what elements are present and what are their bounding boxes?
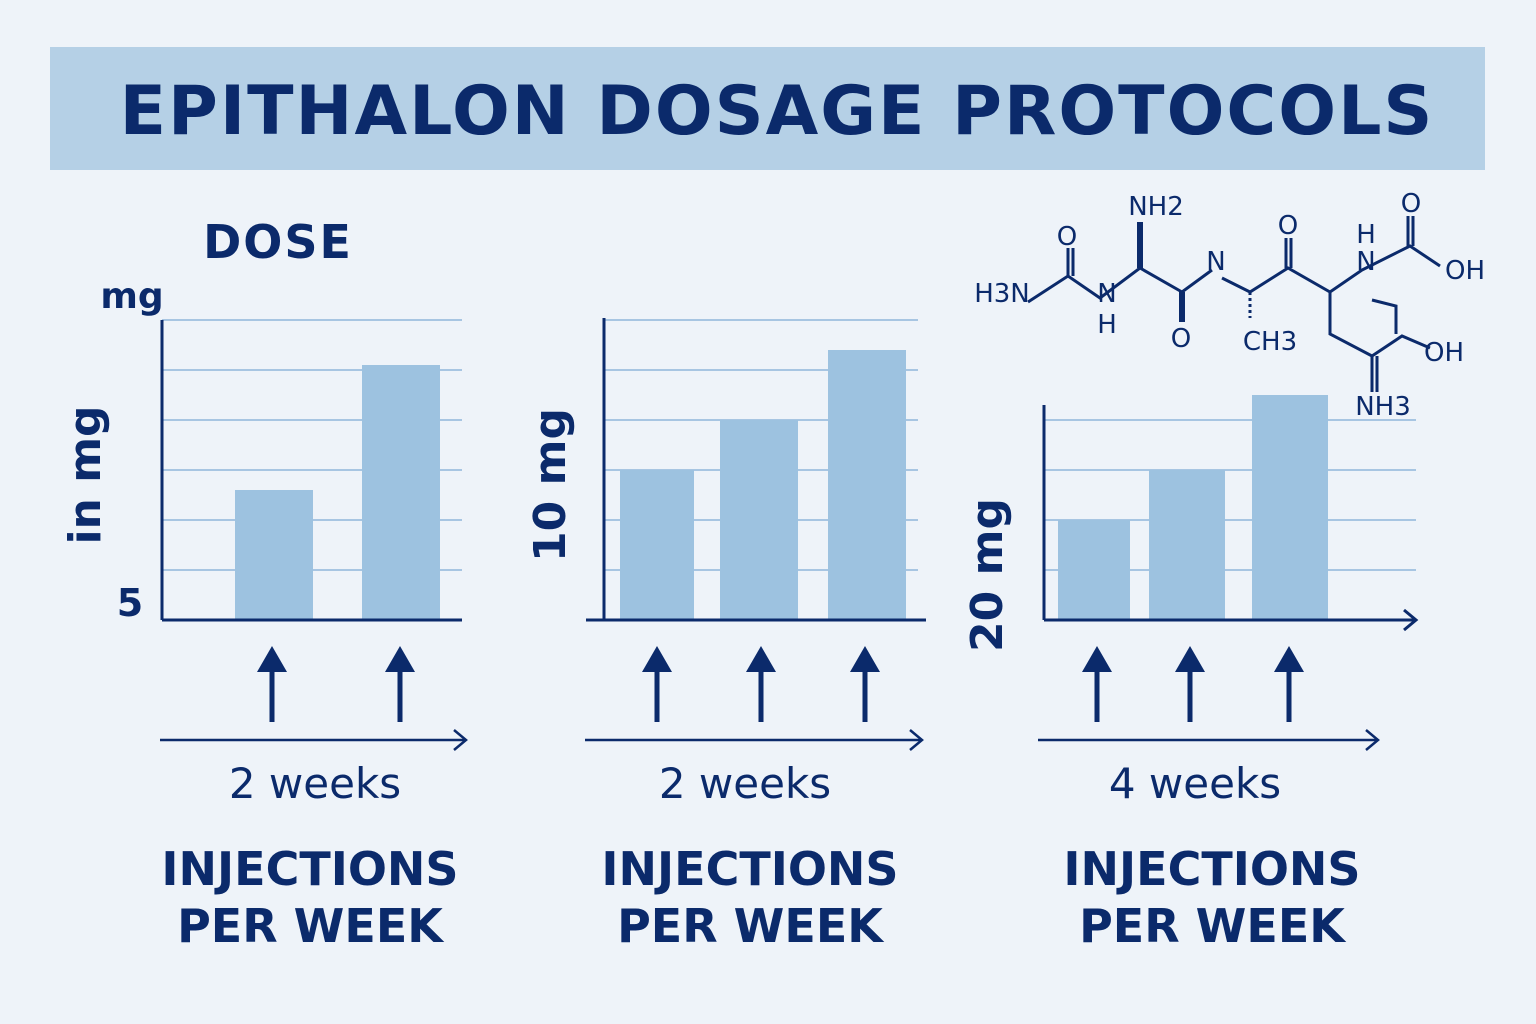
molecule-atom-label: O [1278,211,1298,241]
footer-line-2: PER WEEK [177,899,445,953]
bar [235,490,313,620]
molecule-atom-label: N [1097,279,1116,309]
arrow-up-icon [257,646,287,722]
duration-label: 2 weeks [659,759,831,808]
footer-line-2: PER WEEK [1079,899,1347,953]
molecule-atom-label: NH2 [1128,192,1184,222]
dose-label: DOSE [203,215,353,269]
arrow-up-icon [1175,646,1205,722]
x-axis-arrowhead [1403,608,1419,632]
molecule-atom-label: OH [1424,338,1464,368]
y-axis-label: 20 mg [962,498,1013,652]
bar [620,470,694,620]
molecule-atom-label: O [1171,324,1191,354]
bar [720,420,798,620]
arrow-up-icon [1274,646,1304,722]
molecule-atom-label: CH3 [1243,327,1297,357]
timeline-arrow [585,729,924,751]
molecule-atom-label: N [1206,247,1225,277]
timeline-arrow [1038,729,1380,751]
y-axis-label: 10 mg [525,408,576,562]
page-title: EPITHALON DOSAGE PROTOCOLS [120,72,1435,151]
molecule-structure [1027,216,1441,392]
molecule-atom-label: H [1097,310,1117,340]
molecule-atom-label: H3N [974,279,1030,309]
y-axis-label: in mg [60,405,111,544]
bar [1058,520,1130,620]
arrow-up-icon [746,646,776,722]
molecule-atom-label: O [1057,222,1077,252]
title-band [50,47,1485,170]
molecule-atom-label: OH [1445,256,1485,286]
y-tick-label: 5 [117,581,143,625]
duration-label: 2 weeks [229,759,401,808]
footer-line-2: PER WEEK [617,899,885,953]
arrow-up-icon [642,646,672,722]
arrow-up-icon [1082,646,1112,722]
bar [362,365,440,620]
molecule-atom-label: N [1356,247,1375,277]
bar [1252,395,1328,620]
timeline-arrow [160,729,468,751]
footer-line-1: INJECTIONS [161,842,458,896]
molecule-atom-label: NH3 [1355,392,1411,422]
footer-line-1: INJECTIONS [601,842,898,896]
arrow-up-icon [850,646,880,722]
bar [1149,470,1225,620]
footer-line-1: INJECTIONS [1063,842,1360,896]
molecule-atom-label: H [1356,220,1376,250]
bar [828,350,906,620]
duration-label: 4 weeks [1109,759,1281,808]
unit-label: mg [100,276,163,317]
molecule-atom-label: O [1401,189,1421,219]
arrow-up-icon [385,646,415,722]
